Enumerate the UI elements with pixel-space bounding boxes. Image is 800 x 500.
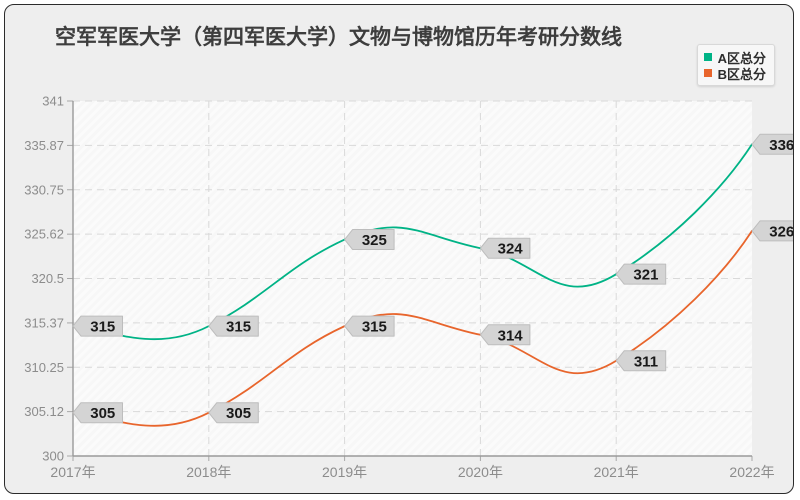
plot-area: 300 305.12 310.25 315.37 320.5 325.62 330.75 33… (5, 5, 794, 493)
y-axis-tick-label: 320.5 (31, 271, 64, 286)
x-axis-tick-label: 2019年 (322, 464, 367, 480)
chart-legend: A区总分 B区总分 (696, 44, 775, 86)
data-point-value: 305 (226, 405, 251, 422)
x-axis-tick-label: 2017年 (50, 464, 95, 480)
data-point-label: 324 (479, 237, 531, 259)
y-axis-tick-label: 335.87 (24, 138, 64, 153)
data-point-value: 321 (633, 267, 658, 284)
legend-label-a: A区总分 (717, 50, 766, 66)
data-point-value: 315 (362, 319, 387, 336)
data-point-label: 325 (344, 229, 395, 251)
x-axis-tick-label: 2020年 (458, 464, 503, 480)
data-point-label: 321 (615, 263, 667, 285)
data-point-label: 314 (479, 324, 531, 346)
legend-item-a[interactable]: A区总分 (703, 49, 766, 66)
data-point-label: 315 (72, 315, 123, 337)
data-point-label: 305 (72, 402, 123, 424)
page-title: 空军军医大学（第四军医大学）文物与博物馆历年考研分数线 (55, 26, 622, 49)
data-point-label: 336 (751, 133, 794, 155)
series-line-a (73, 143, 752, 341)
data-point-value: 325 (362, 232, 387, 249)
data-point-label: 326 (751, 220, 794, 242)
y-axis-tick-label: 310.25 (24, 360, 64, 375)
legend-swatch-a (703, 53, 712, 61)
data-point-label: 311 (615, 350, 667, 372)
y-axis-tick-label: 305.12 (24, 404, 64, 419)
data-point-value: 326 (769, 223, 794, 240)
data-point-label: 315 (208, 315, 259, 337)
y-axis-tick-label: 341 (42, 94, 64, 109)
legend-item-b[interactable]: B区总分 (703, 65, 766, 82)
y-axis-tick-label: 325.62 (24, 227, 64, 242)
data-point-value: 324 (498, 241, 524, 258)
y-axis-tick-label: 315.37 (24, 315, 64, 330)
x-axis-tick-label: 2022年 (729, 464, 774, 480)
legend-swatch-b (703, 69, 712, 77)
data-point-value: 315 (226, 319, 251, 336)
chart-svg: 300 305.12 310.25 315.37 320.5 325.62 330.75 33… (24, 94, 794, 480)
data-point-value: 305 (90, 405, 115, 422)
y-axis-tick-label: 300 (42, 449, 64, 464)
chart-card: 空军军医大学（第四军医大学）文物与博物馆历年考研分数线 A区总分 B区总分 30… (4, 4, 794, 494)
data-point-value: 311 (634, 353, 658, 370)
y-axis-tick-label: 330.75 (24, 182, 64, 197)
data-point-value: 314 (498, 327, 524, 344)
data-point-label: 315 (344, 315, 395, 337)
data-point-label: 305 (208, 402, 259, 424)
series-line-b (73, 229, 752, 427)
x-axis-tick-label: 2021年 (594, 464, 639, 480)
legend-label-b: B区总分 (717, 66, 766, 82)
data-point-value: 336 (769, 137, 794, 154)
x-axis-tick-label: 2018年 (186, 464, 231, 480)
data-point-value: 315 (90, 319, 115, 336)
